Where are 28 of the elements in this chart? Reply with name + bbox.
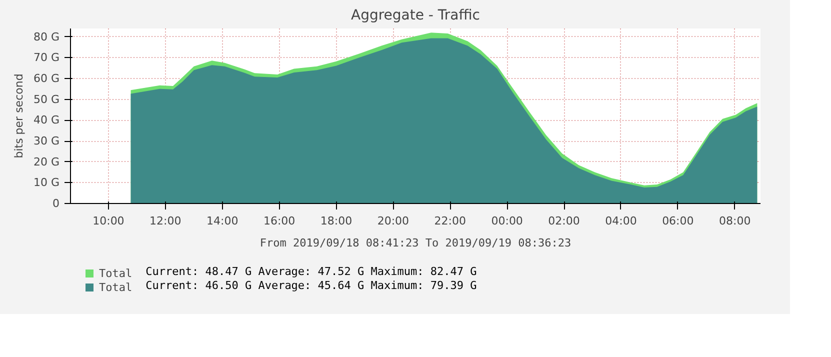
x-tick-label: 04:00 [605,214,637,228]
y-tick-label: 20 G [33,155,60,168]
x-tick-label: 16:00 [263,214,296,228]
y-tick-label: 60 G [33,72,60,85]
y-axis-title: bits per second [12,74,26,158]
legend-label: Total [99,266,132,280]
text: Current: 48.47 G Average: 47.52 G Maximum: 82.47 G [146,265,477,278]
legend-label: Total [99,280,132,294]
y-tick-label: 40 G [33,114,60,127]
y-tick-label: 70 G [33,51,60,64]
y-tick-label: 0 [52,197,60,210]
x-tick-label: 02:00 [548,214,580,228]
y-tick-label: 80 G [33,30,60,44]
chart-title: Aggregate - Traffic [351,8,480,24]
y-tick-label: 50 G [33,92,60,106]
y-tick-label: 10 G [33,176,60,190]
x-tick-label: 00:00 [491,214,523,228]
x-tick-label: 08:00 [719,214,751,228]
y-tick-label: 30 G [33,134,60,148]
x-axis-title: From 2019/09/18 08:41:23 To 2019/09/19 08:36:23 [260,236,572,250]
x-tick-label: 14:00 [206,214,238,228]
x-tick-label: 10:00 [92,214,124,228]
x-tick-label: 18:00 [320,214,352,228]
text: Current: 46.50 G Average: 45.64 G Maximum: 79.39 G [146,279,477,292]
x-tick-label: 20:00 [377,214,410,228]
x-tick-label: 06:00 [662,214,694,228]
x-tick-label: 22:00 [434,214,466,228]
x-tick-label: 12:00 [150,214,182,228]
